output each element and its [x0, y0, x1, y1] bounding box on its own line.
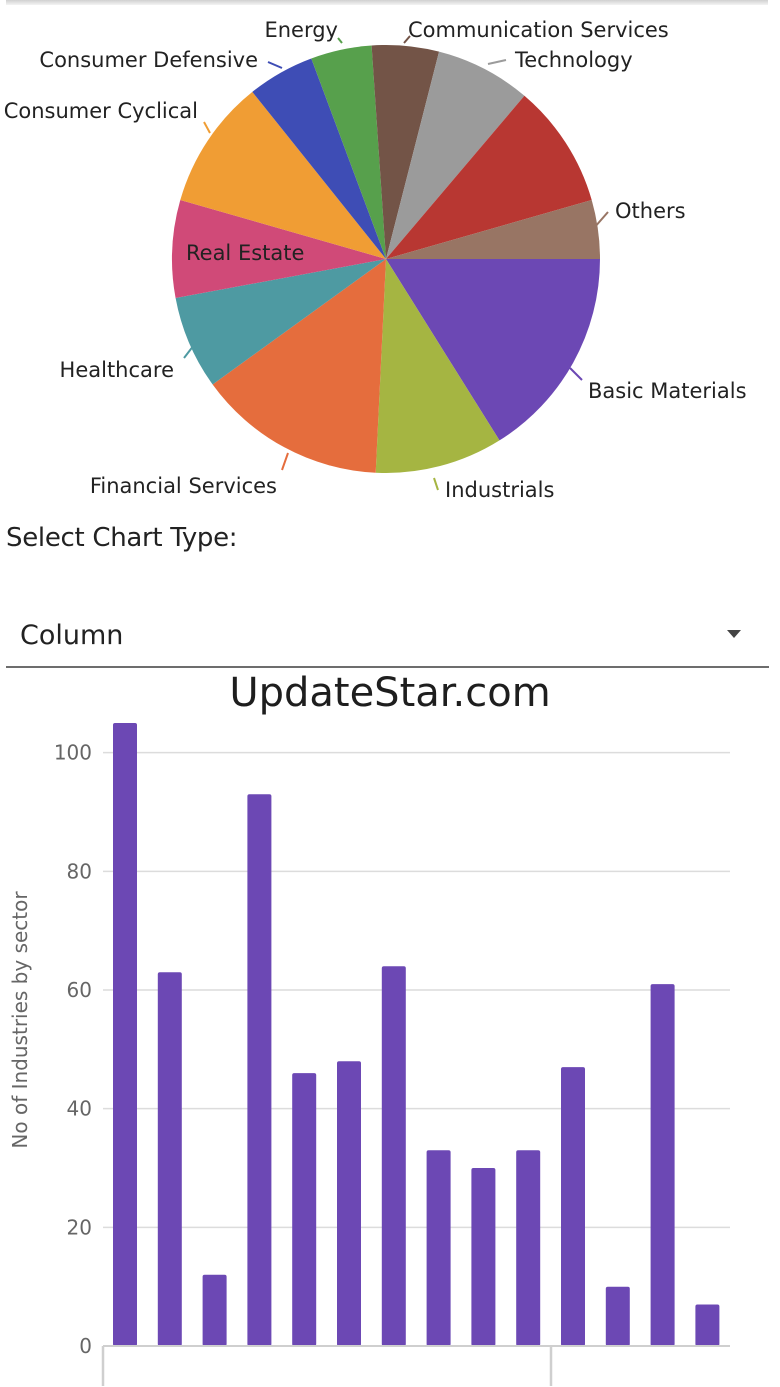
leader-line-industrials	[433, 477, 439, 491]
bar-chart-title: UpdateStar.com	[229, 670, 551, 716]
pie-label-healthcare: Healthcare	[60, 358, 174, 382]
bar-9	[471, 1168, 496, 1346]
bar-10	[516, 1150, 541, 1346]
pie-label-communication-services: Communication Services	[408, 18, 669, 42]
pie-slice-industrials	[375, 259, 500, 473]
pie-label-industrials: Industrials	[445, 478, 554, 502]
bar-8	[426, 1150, 451, 1346]
top-divider	[6, 0, 768, 5]
pie-slice-financial-services	[212, 259, 386, 473]
pie-chart: Basic Materials Industrials Financial Serv…	[4, 18, 747, 502]
bar-4	[247, 794, 272, 1346]
pie-label-energy: Energy	[264, 18, 338, 42]
leader-line-others	[593, 211, 609, 229]
pie-slice-basic-materials	[386, 259, 600, 441]
bar-11	[561, 1067, 585, 1346]
pie-label-consumer-cyclical: Consumer Cyclical	[4, 99, 198, 123]
bar-14	[695, 1304, 720, 1346]
y-tick-label-20: 20	[67, 1215, 92, 1239]
pie-slice-consumer-cyclical	[180, 91, 386, 260]
bar-7	[381, 966, 406, 1346]
pie-label-others: Others	[615, 199, 686, 223]
pie-slice-others	[386, 199, 600, 259]
y-tick-label-80: 80	[67, 859, 92, 883]
leader-line-financial-services	[281, 452, 289, 471]
pie-label-basic-materials: Basic Materials	[588, 379, 747, 403]
pie-slice-energy	[311, 45, 386, 259]
chart-type-label: Select Chart Type:	[6, 523, 238, 553]
pie-slice-healthcare	[175, 259, 386, 385]
chart-type-select[interactable]: Column	[6, 608, 769, 668]
bar-5	[292, 1073, 317, 1346]
bar-3	[202, 1274, 227, 1346]
chart-type-value: Column	[20, 620, 124, 651]
bar-13	[650, 984, 675, 1346]
pie-label-consumer-defensive: Consumer Defensive	[39, 48, 258, 72]
leader-line-technology	[487, 59, 507, 65]
y-axis-label: No of Industries by sector	[8, 891, 32, 1149]
leader-line-healthcare	[183, 344, 195, 359]
leader-line-consumer-defensive	[267, 61, 283, 69]
pie-label-technology: Technology	[514, 48, 633, 72]
leader-line-energy	[337, 37, 343, 44]
chevron-down-icon[interactable]	[727, 630, 741, 638]
bar-2	[157, 972, 182, 1346]
y-tick-label-100: 100	[54, 741, 92, 765]
y-tick-label-40: 40	[67, 1097, 92, 1121]
y-tick-label-0: 0	[79, 1334, 92, 1358]
leader-line-communication-services	[403, 35, 411, 44]
y-tick-label-60: 60	[67, 978, 92, 1002]
bar-6	[337, 1061, 361, 1346]
pie-slice-unlabeled-10	[386, 95, 592, 259]
leader-line-consumer-cyclical	[203, 121, 211, 134]
pie-label-real-estate: Real Estate	[186, 241, 304, 265]
pie-slice-communication-services	[371, 45, 440, 260]
pie-slice-consumer-defensive	[252, 58, 386, 260]
leader-line-basic-materials	[569, 367, 583, 381]
pie-label-financial-services: Financial Services	[90, 474, 277, 498]
bar-1	[113, 723, 137, 1346]
pie-slice-real-estate	[172, 199, 386, 298]
pie-slice-technology	[386, 51, 525, 260]
bar-12	[605, 1286, 630, 1346]
